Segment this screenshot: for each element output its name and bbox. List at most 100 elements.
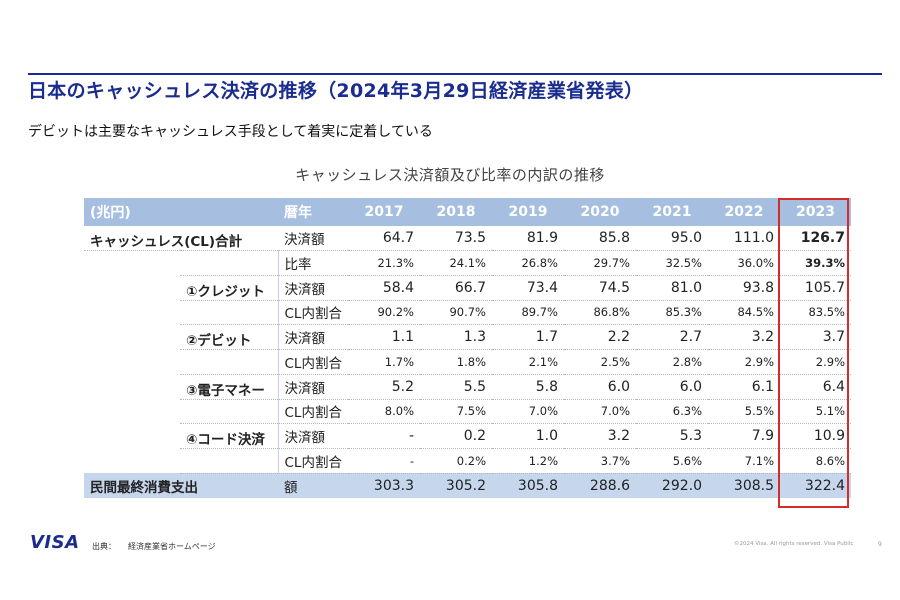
table-cell: 64.7 <box>348 226 420 251</box>
page-title: 日本のキャッシュレス決済の推移（2024年3月29日経済産業省発表） <box>28 80 644 102</box>
table-cell: 5.2 <box>348 374 420 400</box>
table-cell: 0.2 <box>420 423 492 449</box>
table-cell: 84.5% <box>708 300 780 325</box>
table-cell: 303.3 <box>348 473 420 498</box>
year-header: 2018 <box>420 198 492 226</box>
table-cell: 74.5 <box>564 275 636 301</box>
table-cell: 81.9 <box>492 226 564 251</box>
table-cell: 90.7% <box>420 300 492 325</box>
table-row: ②デビット 決済額 1.1 1.3 1.7 2.2 2.7 3.2 3.7 <box>84 324 851 350</box>
table-row: CL内割合 8.0% 7.5% 7.0% 7.0% 6.3% 5.5% 5.1% <box>84 399 851 424</box>
page-subtitle: デビットは主要なキャッシュレス手段として着実に定着している <box>28 124 433 140</box>
table-cell: 6.4 <box>780 374 851 400</box>
table-cell: 5.5% <box>708 399 780 424</box>
table-cell: 7.9 <box>708 423 780 449</box>
table-cell: 2.9% <box>780 349 851 375</box>
table-cell: 6.3% <box>636 399 708 424</box>
table-cell: 83.5% <box>780 300 851 325</box>
year-header: 2017 <box>348 198 420 226</box>
table-cell: 39.3% <box>780 250 851 276</box>
table-cell: 5.6% <box>636 448 708 474</box>
row-kind: 決済額 <box>278 374 348 400</box>
table-cell: 126.7 <box>780 226 851 251</box>
table-cell: 7.0% <box>492 399 564 424</box>
table-cell: 292.0 <box>636 473 708 498</box>
table-cell: 305.2 <box>420 473 492 498</box>
table-cell: 3.2 <box>708 324 780 350</box>
row-kind: 比率 <box>278 250 348 276</box>
table-cell: 1.7% <box>348 349 420 375</box>
table-cell: 322.4 <box>780 473 851 498</box>
table-cell: 6.1 <box>708 374 780 400</box>
table-cell: 3.2 <box>564 423 636 449</box>
row-kind: CL内割合 <box>278 399 348 424</box>
table-cell: 308.5 <box>708 473 780 498</box>
group-label-emoney: ③電子マネー <box>180 374 279 400</box>
table-cell: 105.7 <box>780 275 851 301</box>
page-number: 9 <box>878 541 882 548</box>
source-label: 出典： <box>92 542 116 551</box>
table-cell: 73.4 <box>492 275 564 301</box>
table-cell: 8.6% <box>780 448 851 474</box>
table-cell: 7.1% <box>708 448 780 474</box>
table-cell: 2.9% <box>708 349 780 375</box>
table-cell: 2.1% <box>492 349 564 375</box>
table-cell: 7.0% <box>564 399 636 424</box>
source-text: 経済産業省ホームページ <box>128 542 216 551</box>
group-label-cashless-total: キャッシュレス(CL)合計 <box>84 226 278 251</box>
source-note: 出典： 経済産業省ホームページ <box>92 541 216 552</box>
copyright: ©2024 Visa. All rights reserved. Visa Pu… <box>734 541 854 547</box>
row-kind: CL内割合 <box>278 349 348 375</box>
table-cell: 1.0 <box>492 423 564 449</box>
table-cell: - <box>348 448 420 474</box>
table-cell: 2.7 <box>636 324 708 350</box>
year-header: 2021 <box>636 198 708 226</box>
table-cell: 3.7% <box>564 448 636 474</box>
table-cell: 89.7% <box>492 300 564 325</box>
table-cell: - <box>348 423 420 449</box>
table-cell: 6.0 <box>564 374 636 400</box>
table-row-total: 民間最終消費支出 額 303.3 305.2 305.8 288.6 292.0… <box>84 473 851 498</box>
table-cell: 111.0 <box>708 226 780 251</box>
row-kind: CL内割合 <box>278 300 348 325</box>
table-cell: 288.6 <box>564 473 636 498</box>
row-kind: CL内割合 <box>278 448 348 474</box>
table-cell: 1.8% <box>420 349 492 375</box>
table-cell: 58.4 <box>348 275 420 301</box>
table-row: ③電子マネー 決済額 5.2 5.5 5.8 6.0 6.0 6.1 6.4 <box>84 374 851 400</box>
table-cell: 2.5% <box>564 349 636 375</box>
row-kind: 決済額 <box>278 423 348 449</box>
row-kind: 額 <box>278 473 348 498</box>
header-row: (兆円) 暦年 2017 2018 2019 2020 2021 2022 20… <box>84 198 851 226</box>
table-cell: 1.2% <box>492 448 564 474</box>
group-label-debit: ②デビット <box>180 324 279 350</box>
year-header: 2023 <box>780 198 851 226</box>
table-cell: 21.3% <box>348 250 420 276</box>
table-cell: 90.2% <box>348 300 420 325</box>
table-cell: 0.2% <box>420 448 492 474</box>
table-cell: 1.7 <box>492 324 564 350</box>
table-cell: 95.0 <box>636 226 708 251</box>
year-header: 2020 <box>564 198 636 226</box>
table-cell: 1.3 <box>420 324 492 350</box>
table-cell: 5.5 <box>420 374 492 400</box>
table-cell: 305.8 <box>492 473 564 498</box>
cashless-table: (兆円) 暦年 2017 2018 2019 2020 2021 2022 20… <box>84 198 851 498</box>
table-cell: 7.5% <box>420 399 492 424</box>
table-cell: 5.1% <box>780 399 851 424</box>
table-cell: 8.0% <box>348 399 420 424</box>
table-cell: 26.8% <box>492 250 564 276</box>
title-rule <box>28 73 882 75</box>
table-cell: 2.2 <box>564 324 636 350</box>
table-cell: 3.7 <box>780 324 851 350</box>
table-cell: 5.8 <box>492 374 564 400</box>
group-label-credit: ①クレジット <box>180 275 279 301</box>
table-cell: 2.8% <box>636 349 708 375</box>
table-cell: 81.0 <box>636 275 708 301</box>
table-cell: 85.3% <box>636 300 708 325</box>
table-cell: 85.8 <box>564 226 636 251</box>
table-cell: 6.0 <box>636 374 708 400</box>
unit-label: (兆円) <box>84 198 278 226</box>
row-kind: 決済額 <box>278 226 348 251</box>
table-row: CL内割合 - 0.2% 1.2% 3.7% 5.6% 7.1% 8.6% <box>84 448 851 474</box>
